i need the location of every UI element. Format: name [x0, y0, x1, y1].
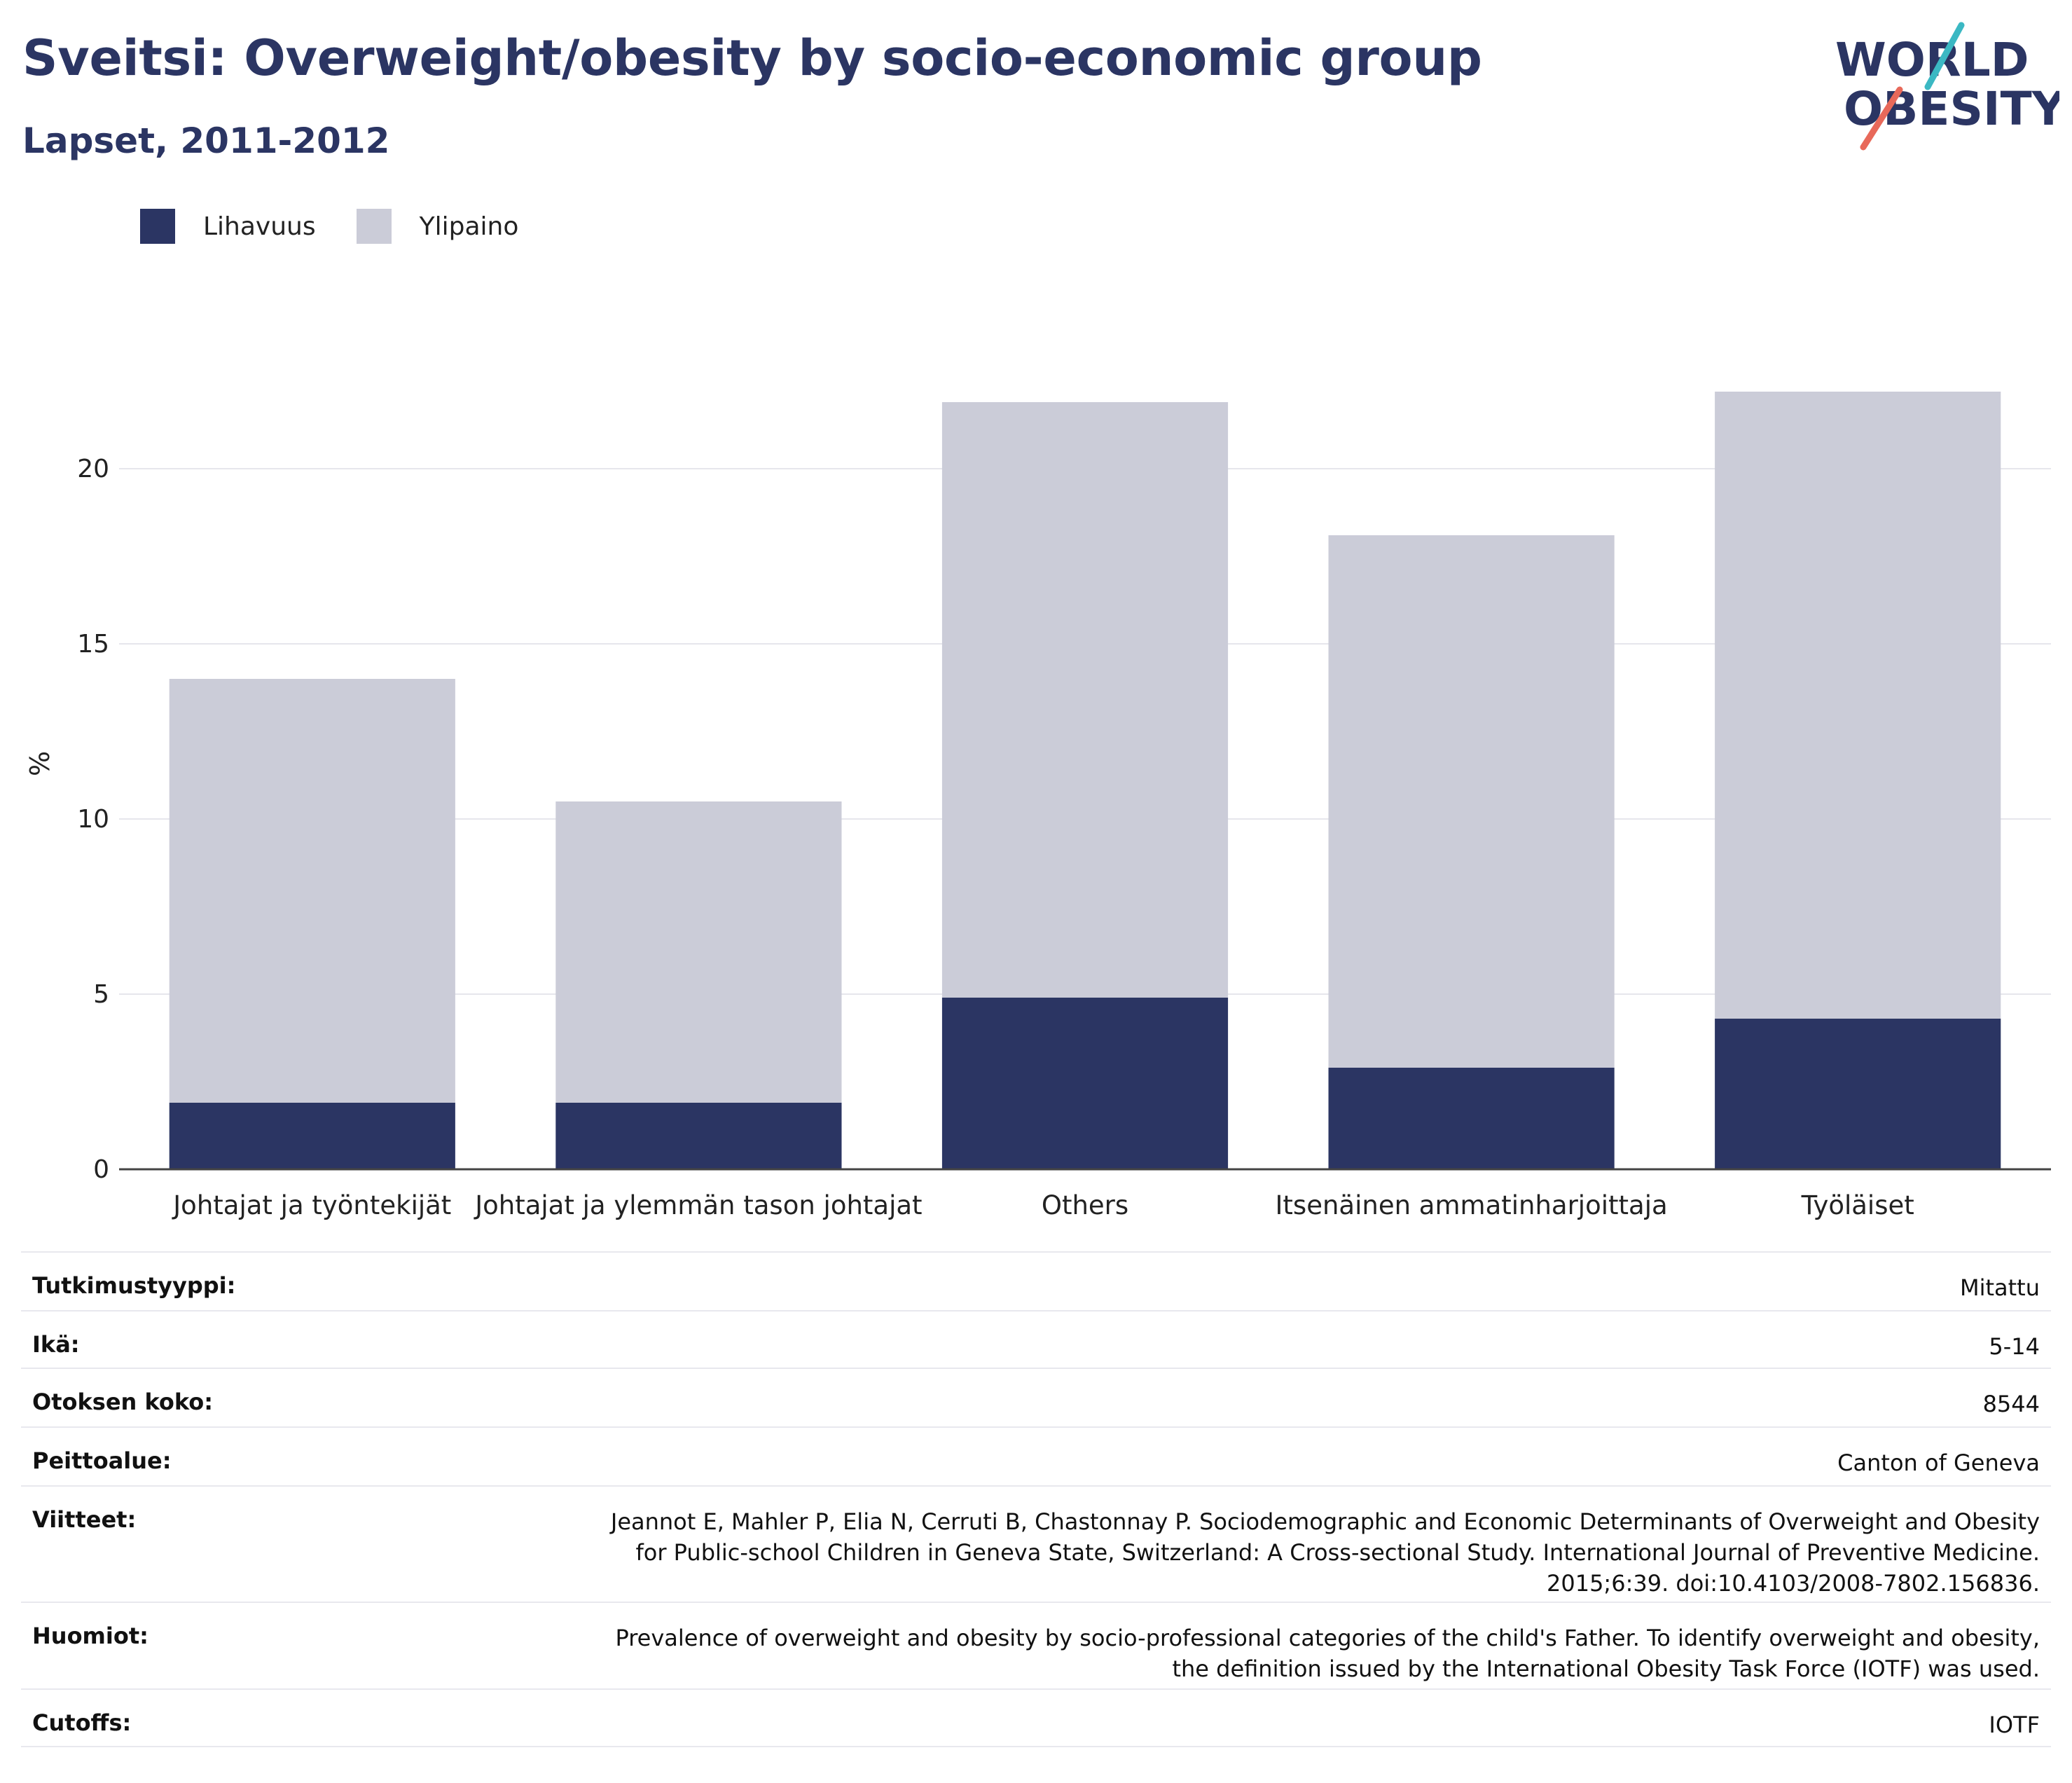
y-tick-label-5: 5: [93, 980, 109, 1009]
x-tick-label-4: Työläiset: [1801, 1190, 1914, 1220]
meta-value: 8544: [1982, 1391, 2040, 1417]
meta-label: Ikä:: [32, 1331, 80, 1358]
bar-obesity-4: [1715, 1019, 2001, 1169]
logo-teal-slash: [1924, 22, 1965, 90]
meta-row: Ikä: 5-14: [21, 1310, 2051, 1368]
meta-row: Tutkimustyyppi: Mitattu: [21, 1251, 2051, 1310]
x-tick-label-0: Johtajat ja työntekijät: [172, 1190, 451, 1220]
meta-row: Viitteet: Jeannot E, Mahler P, Elia N, Ce…: [21, 1485, 2051, 1602]
bar-obesity-1: [555, 1103, 842, 1169]
x-tick-label-3: Itsenäinen ammatinharjoittaja: [1276, 1190, 1668, 1220]
y-axis-title: %: [25, 751, 55, 776]
meta-label: Tutkimustyyppi:: [32, 1272, 236, 1299]
legend-item-overweight[interactable]: Ylipaino: [356, 209, 519, 244]
legend-swatch-obesity: [140, 209, 175, 244]
meta-row: Cutoffs: IOTF: [21, 1688, 2051, 1747]
meta-label: Huomiot:: [32, 1623, 149, 1649]
axis-labels: 0 5 10 15 20 Johtajat ja työntekijät Johtajat …: [25, 455, 1914, 1220]
meta-value: 5-14: [1989, 1333, 2040, 1360]
y-tick-label-0: 0: [93, 1155, 109, 1184]
bar-obesity-2: [941, 998, 1229, 1169]
x-tick-label-2: Others: [1042, 1190, 1128, 1220]
bar-overweight-3: [1328, 535, 1615, 1068]
meta-value: Prevalence of overweight and obesity by …: [615, 1625, 2040, 1682]
bar-obesity-3: [1328, 1068, 1615, 1169]
bar-obesity-0: [169, 1103, 455, 1169]
y-tick-label-15: 15: [77, 630, 109, 659]
world-obesity-logo: WORLD OBESITY: [1835, 22, 2059, 151]
meta-label: Cutoffs:: [32, 1709, 132, 1736]
legend-item-obesity[interactable]: Lihavuus: [140, 209, 316, 244]
x-tick-label-1: Johtajat ja ylemmän tason johtajat: [474, 1190, 922, 1220]
bars: [169, 392, 2001, 1169]
metadata-table: Tutkimustyyppi: Mitattu Ikä: 5-14 Otoksen ko…: [21, 1251, 2051, 1747]
legend-label-overweight: Ylipaino: [419, 212, 519, 241]
meta-label: Otoksen koko:: [32, 1389, 214, 1415]
stacked-bar-chart: 0 5 10 15 20 Johtajat ja työntekijät Johtajat …: [25, 392, 2051, 1220]
meta-value: Jeannot E, Mahler P, Elia N, Cerruti B, …: [610, 1508, 2040, 1597]
chart-legend: Lihavuus Ylipaino: [140, 209, 559, 244]
bar-overweight-0: [169, 679, 455, 1103]
meta-value: Canton of Geneva: [1837, 1450, 2040, 1476]
bar-overweight-4: [1715, 392, 2001, 1019]
legend-label-obesity: Lihavuus: [203, 212, 316, 241]
meta-row: Peittoalue: Canton of Geneva: [21, 1426, 2051, 1485]
y-tick-label-20: 20: [77, 455, 109, 483]
meta-row: Huomiot: Prevalence of overweight and obe…: [21, 1602, 2051, 1688]
legend-swatch-overweight: [356, 209, 392, 244]
meta-row: Otoksen koko: 8544: [21, 1368, 2051, 1426]
meta-value: IOTF: [1989, 1712, 2040, 1738]
chart-title: Sveitsi: Overweight/obesity by socio-eco…: [22, 29, 1482, 87]
meta-label: Peittoalue:: [32, 1447, 172, 1474]
chart-subtitle: Lapset, 2011-2012: [22, 121, 390, 161]
y-tick-label-10: 10: [77, 805, 109, 834]
bar-overweight-1: [555, 801, 842, 1103]
meta-value: Mitattu: [1959, 1274, 2040, 1301]
bar-overweight-2: [941, 402, 1229, 998]
logo-coral-slash: [1860, 86, 1903, 151]
meta-label: Viitteet:: [32, 1506, 137, 1533]
